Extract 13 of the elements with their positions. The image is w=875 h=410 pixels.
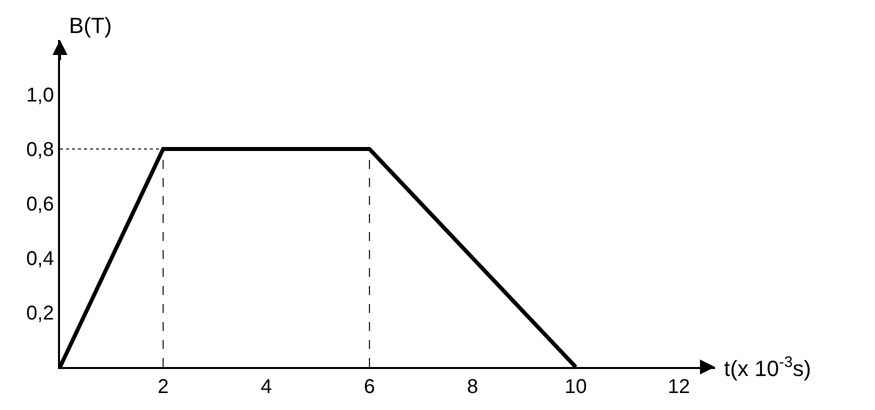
x-tick-label: 4 — [260, 376, 272, 398]
y-tick-label: 0,2 — [26, 302, 54, 324]
y-tick-label: 0,4 — [26, 248, 54, 270]
x-tick-label: 10 — [564, 376, 587, 398]
x-tick-label: 12 — [668, 376, 690, 398]
x-axis-title: t(x 10$^{-3}$s) — [724, 354, 812, 382]
x-tick-label: 2 — [158, 376, 169, 398]
y-tick-label: 0,6 — [26, 194, 54, 216]
x-tick-label: 8 — [467, 376, 478, 398]
x-tick-label: 6 — [364, 376, 376, 398]
y-axis-title: B(T) — [69, 13, 112, 38]
y-tick-label: 0,8 — [26, 139, 54, 161]
y-tick-label: 1,0 — [26, 84, 54, 106]
